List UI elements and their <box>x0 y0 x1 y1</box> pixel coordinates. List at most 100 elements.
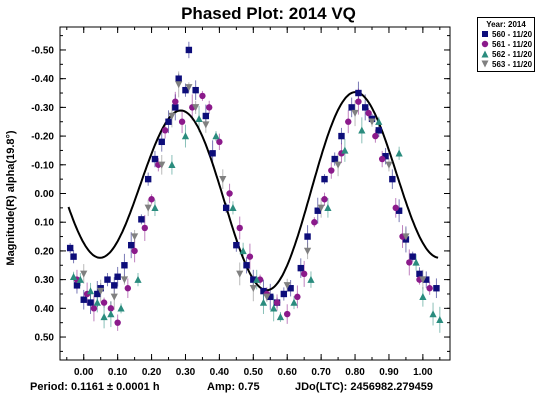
data-point-triangle <box>253 275 261 283</box>
data-point-square <box>70 253 77 260</box>
data-point-square <box>66 244 74 252</box>
data-point-triangle-down <box>283 282 291 290</box>
data-point-square <box>409 253 416 260</box>
data-point-circle <box>124 285 132 292</box>
data-point-triangle <box>239 247 247 255</box>
data-point-circle <box>372 132 379 140</box>
x-tick-label: 0.30 <box>176 367 196 378</box>
data-point-triangle-down <box>192 104 200 112</box>
data-point-square <box>222 204 230 212</box>
jdo-readout: JDo(LTC): 2456982.279459 <box>295 381 433 393</box>
x-tick-label: 0.70 <box>311 367 331 378</box>
data-point-square <box>338 132 345 140</box>
y-tick-label: -0.50 <box>31 45 54 56</box>
data-point-circle <box>345 118 352 125</box>
data-point-triangle-down <box>175 81 183 89</box>
data-point-circle <box>90 305 98 312</box>
x-tick-label: 0.60 <box>277 367 297 378</box>
data-point-triangle-down <box>131 233 139 241</box>
data-point-square <box>331 155 338 163</box>
legend-label: 563 - 11/20 <box>492 59 533 69</box>
data-point-square <box>297 264 304 272</box>
data-point-square <box>304 233 311 240</box>
x-tick-label: 0.20 <box>142 367 162 378</box>
data-point-square <box>355 89 362 97</box>
data-point-circle <box>216 138 223 146</box>
data-point-square <box>287 285 294 292</box>
triangle-marker-icon <box>481 50 489 58</box>
data-point-triangle <box>117 304 125 312</box>
legend-entry: 563 - 11/20 <box>478 59 534 69</box>
data-point-circle <box>148 196 155 203</box>
data-point-triangle-down <box>402 233 410 241</box>
data-point-square <box>362 104 369 111</box>
y-tick-label: 0.50 <box>35 333 55 344</box>
data-point-triangle <box>270 304 278 312</box>
y-tick-label: 0.00 <box>35 189 55 200</box>
data-point-square <box>209 150 216 157</box>
data-point-circle <box>172 98 179 105</box>
legend-entry: 560 - 11/20 <box>478 29 534 39</box>
x-tick-label: 0.80 <box>345 367 365 378</box>
data-point-triangle-down <box>144 204 152 212</box>
data-point-triangle <box>395 149 403 157</box>
data-point-triangle-down <box>236 270 244 278</box>
data-point-square <box>87 299 94 306</box>
data-point-triangle <box>107 310 115 318</box>
data-point-triangle-down <box>385 161 393 169</box>
data-point-circle <box>107 305 115 312</box>
data-point-triangle <box>358 126 366 134</box>
data-point-triangle <box>290 298 298 306</box>
y-tick-label: -0.40 <box>31 74 54 85</box>
data-point-square <box>104 276 111 283</box>
data-point-circle <box>294 293 301 301</box>
data-point-square <box>433 285 440 292</box>
data-point-square <box>416 270 423 278</box>
data-point-triangle <box>276 313 285 321</box>
data-point-square <box>185 46 193 54</box>
data-point-triangle-down <box>185 84 193 92</box>
period-readout: Period: 0.1161 ± 0.0001 h <box>30 381 160 393</box>
x-tick-label: 0.10 <box>108 367 128 378</box>
data-point-square <box>389 175 396 183</box>
data-point-triangle <box>195 115 203 123</box>
amplitude-readout: Amp: 0.75 <box>207 381 260 393</box>
data-point-triangle <box>412 258 420 266</box>
data-point-square <box>192 86 199 94</box>
legend-entry: 561 - 11/20 <box>478 39 534 49</box>
data-point-triangle-down <box>368 118 376 126</box>
data-point-triangle <box>134 275 142 283</box>
data-point-triangle-down <box>317 204 325 212</box>
data-point-circle <box>246 253 254 260</box>
data-point-square <box>314 207 321 214</box>
data-point-triangle <box>307 275 315 283</box>
data-point-triangle <box>93 298 101 306</box>
data-point-square <box>114 273 121 280</box>
legend-label: 561 - 11/20 <box>492 39 533 49</box>
data-point-triangle <box>259 298 268 306</box>
data-point-square <box>144 175 152 183</box>
data-point-square <box>158 138 165 146</box>
data-point-triangle <box>436 316 444 324</box>
circle-marker-icon <box>481 40 489 48</box>
x-tick-label: 0.90 <box>379 367 399 378</box>
y-tick-label: 0.30 <box>35 275 55 286</box>
chart-title: Phased Plot: 2014 VQ <box>181 4 356 23</box>
data-point-circle <box>178 118 186 125</box>
data-point-triangle-down <box>168 112 176 120</box>
data-point-triangle <box>212 132 220 140</box>
data-point-triangle-down <box>80 270 88 278</box>
data-point-triangle <box>419 293 427 301</box>
data-point-square <box>182 86 189 94</box>
data-point-triangle <box>324 204 332 212</box>
data-point-triangle-down <box>351 109 359 117</box>
data-point-triangle <box>86 287 95 295</box>
data-point-circle <box>226 190 233 197</box>
data-point-triangle-down <box>202 121 210 129</box>
y-tick-label: -0.30 <box>31 103 54 114</box>
y-tick-label: 0.20 <box>35 246 55 257</box>
y-tick-label: 0.10 <box>35 218 55 229</box>
square-marker-icon <box>481 30 489 38</box>
data-point-triangle-down <box>249 285 257 293</box>
